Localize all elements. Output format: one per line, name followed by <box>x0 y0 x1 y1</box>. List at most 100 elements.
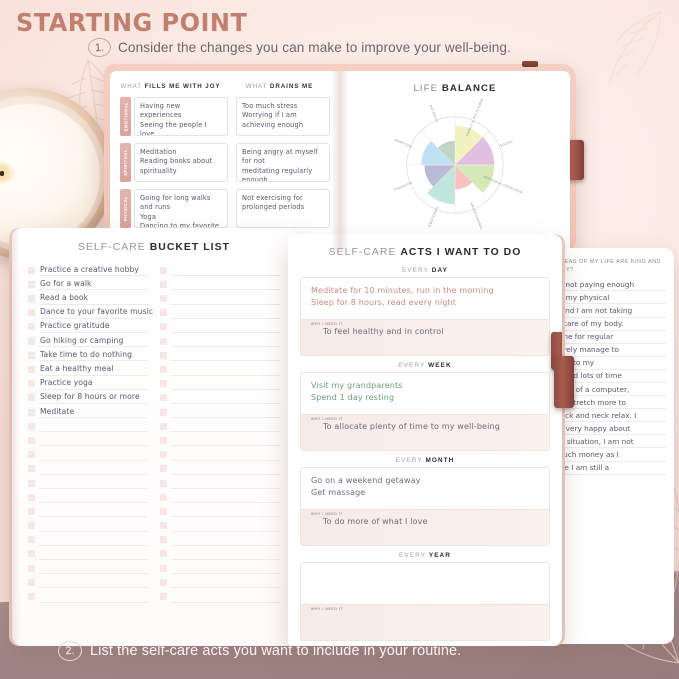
drains-entry-cell[interactable]: Not exercising for prolonged periods <box>236 189 330 228</box>
bucket-list-item-row[interactable] <box>160 262 280 277</box>
back-page-line[interactable]: back and neck relax. I <box>556 409 666 423</box>
checkbox-icon[interactable] <box>160 451 167 459</box>
bucket-list-write-line[interactable]: Read a book <box>39 290 148 305</box>
checkbox-icon[interactable] <box>160 394 167 402</box>
why-i-need-it-field[interactable]: WHY I NEED IT To do more of what I love <box>301 509 549 545</box>
bucket-list-write-line[interactable] <box>171 361 280 376</box>
bucket-list-write-line[interactable] <box>171 532 280 546</box>
bucket-list-item-row[interactable] <box>28 503 148 518</box>
bucket-list-write-line[interactable] <box>171 517 280 532</box>
bucket-list-item-row[interactable] <box>28 418 148 433</box>
joy-entry-cell[interactable]: Meditation Reading books about spirituali… <box>134 143 228 182</box>
back-page-line[interactable]: ial situation, I am not <box>556 435 666 449</box>
checkbox-icon[interactable] <box>160 295 167 303</box>
checkbox-icon[interactable] <box>28 266 35 274</box>
bucket-list-item-row[interactable]: Go hiking or camping <box>28 333 148 348</box>
bucket-list-item-row[interactable] <box>28 446 148 461</box>
bucket-list-item-row[interactable] <box>160 461 280 475</box>
bucket-list-item-row[interactable]: Eat a healthy meal <box>28 361 148 376</box>
checkbox-icon[interactable] <box>160 323 167 331</box>
bucket-list-write-line[interactable]: Meditate <box>39 404 148 419</box>
bucket-list-write-line[interactable] <box>39 418 148 433</box>
bucket-list-item-row[interactable] <box>28 574 148 589</box>
bucket-list-write-line[interactable] <box>171 588 280 603</box>
checkbox-icon[interactable] <box>28 536 35 544</box>
bucket-list-item-row[interactable] <box>28 489 148 504</box>
bucket-list-write-line[interactable]: Practice yoga <box>39 376 148 390</box>
bucket-list-item-row[interactable] <box>160 475 280 489</box>
bucket-list-item-row[interactable] <box>160 333 280 348</box>
checkbox-icon[interactable] <box>28 280 35 288</box>
bucket-list-write-line[interactable] <box>39 461 148 475</box>
bucket-list-write-line[interactable] <box>39 532 148 546</box>
back-page-line[interactable]: time for regular <box>556 331 666 344</box>
bucket-list-write-line[interactable] <box>39 432 148 447</box>
checkbox-icon[interactable] <box>160 465 167 473</box>
bucket-list-write-line[interactable] <box>171 290 280 305</box>
bucket-list-item-row[interactable] <box>160 347 280 362</box>
bucket-list-item-row[interactable]: Dance to your favorite music <box>28 305 153 319</box>
checkbox-icon[interactable] <box>28 323 35 331</box>
checkbox-icon[interactable] <box>160 578 167 586</box>
bucket-list-write-line[interactable] <box>171 446 280 461</box>
bucket-list-write-line[interactable] <box>171 404 280 419</box>
bucket-list-item-row[interactable] <box>160 418 280 433</box>
back-page-line[interactable]: much money as I <box>556 448 666 462</box>
bucket-list-item-row[interactable]: Take time to do nothing <box>28 347 148 362</box>
checkbox-icon[interactable] <box>160 380 167 388</box>
checkbox-icon[interactable] <box>28 578 35 586</box>
checkbox-icon[interactable] <box>28 351 35 359</box>
back-page-line[interactable]: , and I am not taking <box>556 304 666 318</box>
bucket-list-write-line[interactable] <box>39 588 148 603</box>
checkbox-icon[interactable] <box>160 593 167 600</box>
bucket-list-write-line[interactable] <box>171 574 280 589</box>
bucket-list-write-line[interactable]: Practice gratitude <box>39 319 148 333</box>
bucket-list-item-row[interactable] <box>160 276 280 291</box>
why-i-need-it-field[interactable]: WHY I NEED IT <box>301 604 549 640</box>
checkbox-icon[interactable] <box>160 351 167 359</box>
checkbox-icon[interactable] <box>160 422 167 430</box>
joy-entry-cell[interactable]: Having new experiences Seeing the people … <box>134 97 228 136</box>
bucket-list-write-line[interactable] <box>171 305 280 319</box>
checkbox-icon[interactable] <box>28 522 35 530</box>
bucket-list-write-line[interactable] <box>39 503 148 518</box>
checkbox-icon[interactable] <box>28 380 35 388</box>
back-page-line[interactable]: to my physical <box>556 291 666 305</box>
back-page-line[interactable]: Due to my <box>556 357 666 370</box>
bucket-list-write-line[interactable]: Sleep for 8 hours or more <box>39 390 148 404</box>
checkbox-icon[interactable] <box>160 366 167 373</box>
bucket-list-item-row[interactable] <box>160 560 280 575</box>
bucket-list-item-row[interactable] <box>28 461 148 475</box>
bucket-list-item-row[interactable] <box>160 588 280 603</box>
bucket-list-item-row[interactable] <box>160 361 280 376</box>
bucket-list-item-row[interactable] <box>28 475 148 489</box>
back-page-line[interactable]: rarely manage to <box>556 344 666 357</box>
bucket-list-write-line[interactable]: Practice a creative hobby <box>39 262 148 277</box>
checkbox-icon[interactable] <box>28 436 35 444</box>
bucket-list-item-row[interactable] <box>160 546 280 560</box>
back-page-line[interactable]: spend lots of time <box>556 370 666 383</box>
bucket-list-write-line[interactable] <box>171 347 280 362</box>
checkbox-icon[interactable] <box>160 408 167 416</box>
bucket-list-write-line[interactable]: Dance to your favorite music <box>39 305 153 319</box>
bucket-list-item-row[interactable] <box>160 305 280 319</box>
bucket-list-write-line[interactable]: Take time to do nothing <box>39 347 148 362</box>
checkbox-icon[interactable] <box>28 451 35 459</box>
checkbox-icon[interactable] <box>28 564 35 572</box>
back-page-line[interactable]: uld stretch more to <box>556 396 666 410</box>
drains-entry-cell[interactable]: Being angry at myself for not meditating … <box>236 143 330 182</box>
bucket-list-item-row[interactable]: Read a book <box>28 290 148 305</box>
bucket-list-write-line[interactable] <box>171 461 280 475</box>
checkbox-icon[interactable] <box>28 408 35 416</box>
bucket-list-item-row[interactable] <box>160 532 280 546</box>
drains-entry-cell[interactable]: Too much stress Worrying if I am achievin… <box>236 97 330 136</box>
bucket-list-item-row[interactable] <box>160 489 280 504</box>
bucket-list-item-row[interactable] <box>160 376 280 390</box>
bucket-list-item-row[interactable] <box>28 588 148 603</box>
acts-entry-field[interactable]: Visit my grandparents Spend 1 day resting <box>311 381 403 402</box>
bucket-list-write-line[interactable] <box>39 475 148 489</box>
acts-entry-field[interactable]: Go on a weekend getaway Get massage <box>311 476 421 497</box>
checkbox-icon[interactable] <box>160 507 167 515</box>
checkbox-icon[interactable] <box>28 550 35 558</box>
bucket-list-write-line[interactable] <box>171 262 280 277</box>
